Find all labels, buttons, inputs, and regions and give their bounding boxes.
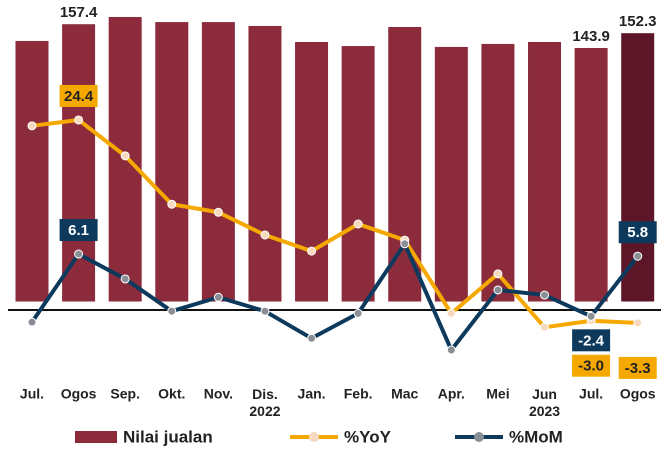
- x-tick-label: Mac: [391, 386, 418, 402]
- bar: [481, 43, 515, 302]
- bar-value-label: 143.9: [572, 28, 610, 45]
- x-tick-label: Sep.: [110, 386, 140, 402]
- bar: [621, 33, 655, 302]
- line-marker: [353, 308, 363, 318]
- bar: [341, 46, 375, 302]
- value-label-box: [572, 354, 611, 377]
- legend-label: %MoM: [509, 427, 563, 446]
- x-tick-label: Jan.: [298, 386, 326, 402]
- line-value-label: 24.4: [64, 88, 94, 105]
- x-tick-label: Ogos: [620, 386, 656, 402]
- value-label-box: [59, 84, 98, 107]
- line-marker: [167, 199, 177, 209]
- line-marker: [74, 249, 84, 259]
- value-label-box: [572, 329, 611, 352]
- line-marker: [353, 219, 363, 229]
- line-marker: [120, 151, 130, 161]
- line-marker: [213, 292, 223, 302]
- x-tick-label: Feb.: [344, 386, 373, 402]
- line-value-label: 6.1: [68, 222, 89, 239]
- x-tick-label: Dis. 2022: [249, 386, 280, 419]
- lines: [27, 115, 643, 355]
- line-marker: [260, 306, 270, 316]
- bar: [155, 22, 189, 302]
- line-marker: [540, 322, 550, 332]
- value-label-box: [618, 356, 657, 379]
- value-label-box: [59, 219, 98, 242]
- line-marker: [633, 318, 643, 328]
- bar: [248, 25, 282, 302]
- line-marker: [446, 308, 456, 318]
- legend-label: %YoY: [344, 427, 392, 446]
- legend-marker: [309, 432, 319, 442]
- bar: [15, 40, 49, 302]
- line-marker: [540, 290, 550, 300]
- bars: [15, 16, 655, 302]
- x-tick-label: Jun 2023: [529, 386, 560, 419]
- line-marker: [493, 269, 503, 279]
- bar: [434, 46, 468, 302]
- line-value-label: -3.3: [625, 360, 651, 377]
- line-marker: [213, 207, 223, 217]
- line-marker: [260, 230, 270, 240]
- x-tick-label: Nov.: [204, 386, 233, 402]
- line-marker: [586, 311, 596, 321]
- x-tick-label: Ogos: [61, 386, 97, 402]
- x-tick-label: Mei: [486, 386, 509, 402]
- labels: 157.4 143.9 152.3 24.4 -3.0 -3.3 6.1 -2.4 5.8: [59, 4, 657, 379]
- line: [31, 117, 638, 330]
- legend-marker: [474, 432, 484, 442]
- line-marker: [120, 274, 130, 284]
- line: [30, 241, 640, 353]
- line-marker: [307, 246, 317, 256]
- x-tick-label: Apr.: [438, 386, 465, 402]
- bar-value-label: 157.4: [60, 4, 98, 21]
- line-value-label: -2.4: [578, 332, 605, 349]
- line-marker: [27, 121, 37, 131]
- bar: [528, 41, 562, 302]
- line-marker: [400, 239, 410, 249]
- line-value-label: -3.0: [578, 358, 604, 375]
- line-marker: [446, 345, 456, 355]
- line-value-label: 5.8: [627, 224, 648, 241]
- line-marker: [493, 285, 503, 295]
- bar: [295, 41, 329, 302]
- x-tick-label: Jul.: [20, 386, 44, 402]
- legend-label: Nilai jualan: [123, 427, 213, 446]
- x-tick-label: Jul.: [579, 386, 603, 402]
- bar-value-label: 152.3: [619, 13, 657, 30]
- line-marker: [307, 333, 317, 343]
- line-marker: [167, 306, 177, 316]
- bar: [201, 22, 235, 302]
- legend-swatch: [75, 431, 117, 443]
- x-tick-label: Okt.: [158, 386, 185, 402]
- value-label-box: [618, 221, 657, 244]
- bar: [574, 47, 608, 302]
- line-marker: [633, 251, 643, 261]
- line-marker: [74, 115, 84, 125]
- line-marker: [27, 317, 37, 327]
